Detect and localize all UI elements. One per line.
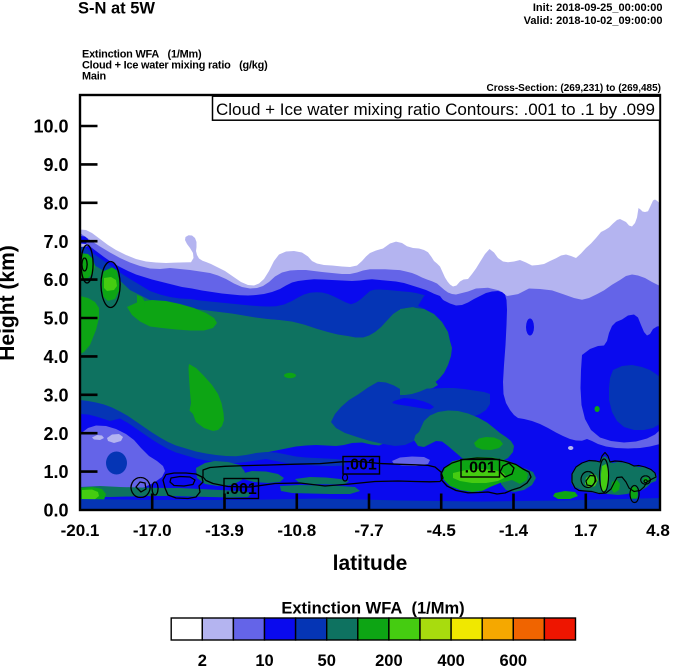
svg-text:-20.1: -20.1 [61,521,100,540]
svg-text:Extinction WFA (1/Mm): Extinction WFA (1/Mm) [281,600,464,618]
svg-text:6.0: 6.0 [43,270,68,290]
svg-text:5.0: 5.0 [43,309,68,329]
svg-text:10: 10 [255,652,273,668]
svg-text:Height (km): Height (km) [0,245,19,361]
svg-text:-17.0: -17.0 [133,521,172,540]
svg-text:4.8: 4.8 [646,521,670,540]
svg-text:400: 400 [437,652,465,668]
svg-text:Valid: 2018-10-02_09:00:00: Valid: 2018-10-02_09:00:00 [524,15,663,27]
svg-text:50: 50 [318,652,336,668]
svg-text:-10.8: -10.8 [277,521,316,540]
svg-text:0.0: 0.0 [43,501,68,521]
svg-text:2: 2 [198,652,207,668]
svg-text:-7.7: -7.7 [354,521,383,540]
svg-text:2.0: 2.0 [43,424,68,444]
svg-text:Cross-Section: (269,231) to (2: Cross-Section: (269,231) to (269,485) [486,83,661,94]
svg-text:-1.4: -1.4 [499,521,529,540]
svg-text:S-N at 5W: S-N at 5W [78,0,155,18]
svg-text:-13.9: -13.9 [205,521,244,540]
svg-text:600: 600 [500,652,528,668]
svg-text:Main: Main [82,71,106,83]
svg-text:.001: .001 [465,460,496,477]
svg-text:1.0: 1.0 [43,462,68,482]
svg-text:Cloud + Ice water mixing ratio: Cloud + Ice water mixing ratio Contours:… [216,100,655,119]
svg-text:Cloud + Ice water mixing ratio: Cloud + Ice water mixing ratio (g/kg) [82,60,268,72]
svg-text:-4.5: -4.5 [427,521,456,540]
svg-text:.001: .001 [226,481,257,498]
svg-text:Extinction WFA (1/Mm): Extinction WFA (1/Mm) [82,49,202,61]
svg-text:200: 200 [375,652,403,668]
svg-text:10.0: 10.0 [33,117,68,137]
svg-text:9.0: 9.0 [43,155,68,175]
svg-text:.001: .001 [346,457,377,474]
svg-text:Init: 2018-09-25_00:00:00: Init: 2018-09-25_00:00:00 [533,2,663,14]
svg-text:latitude: latitude [333,552,408,575]
svg-text:1.7: 1.7 [574,521,598,540]
svg-text:8.0: 8.0 [43,193,68,213]
svg-text:3.0: 3.0 [43,385,68,405]
svg-text:7.0: 7.0 [43,232,68,252]
svg-text:4.0: 4.0 [43,347,68,367]
